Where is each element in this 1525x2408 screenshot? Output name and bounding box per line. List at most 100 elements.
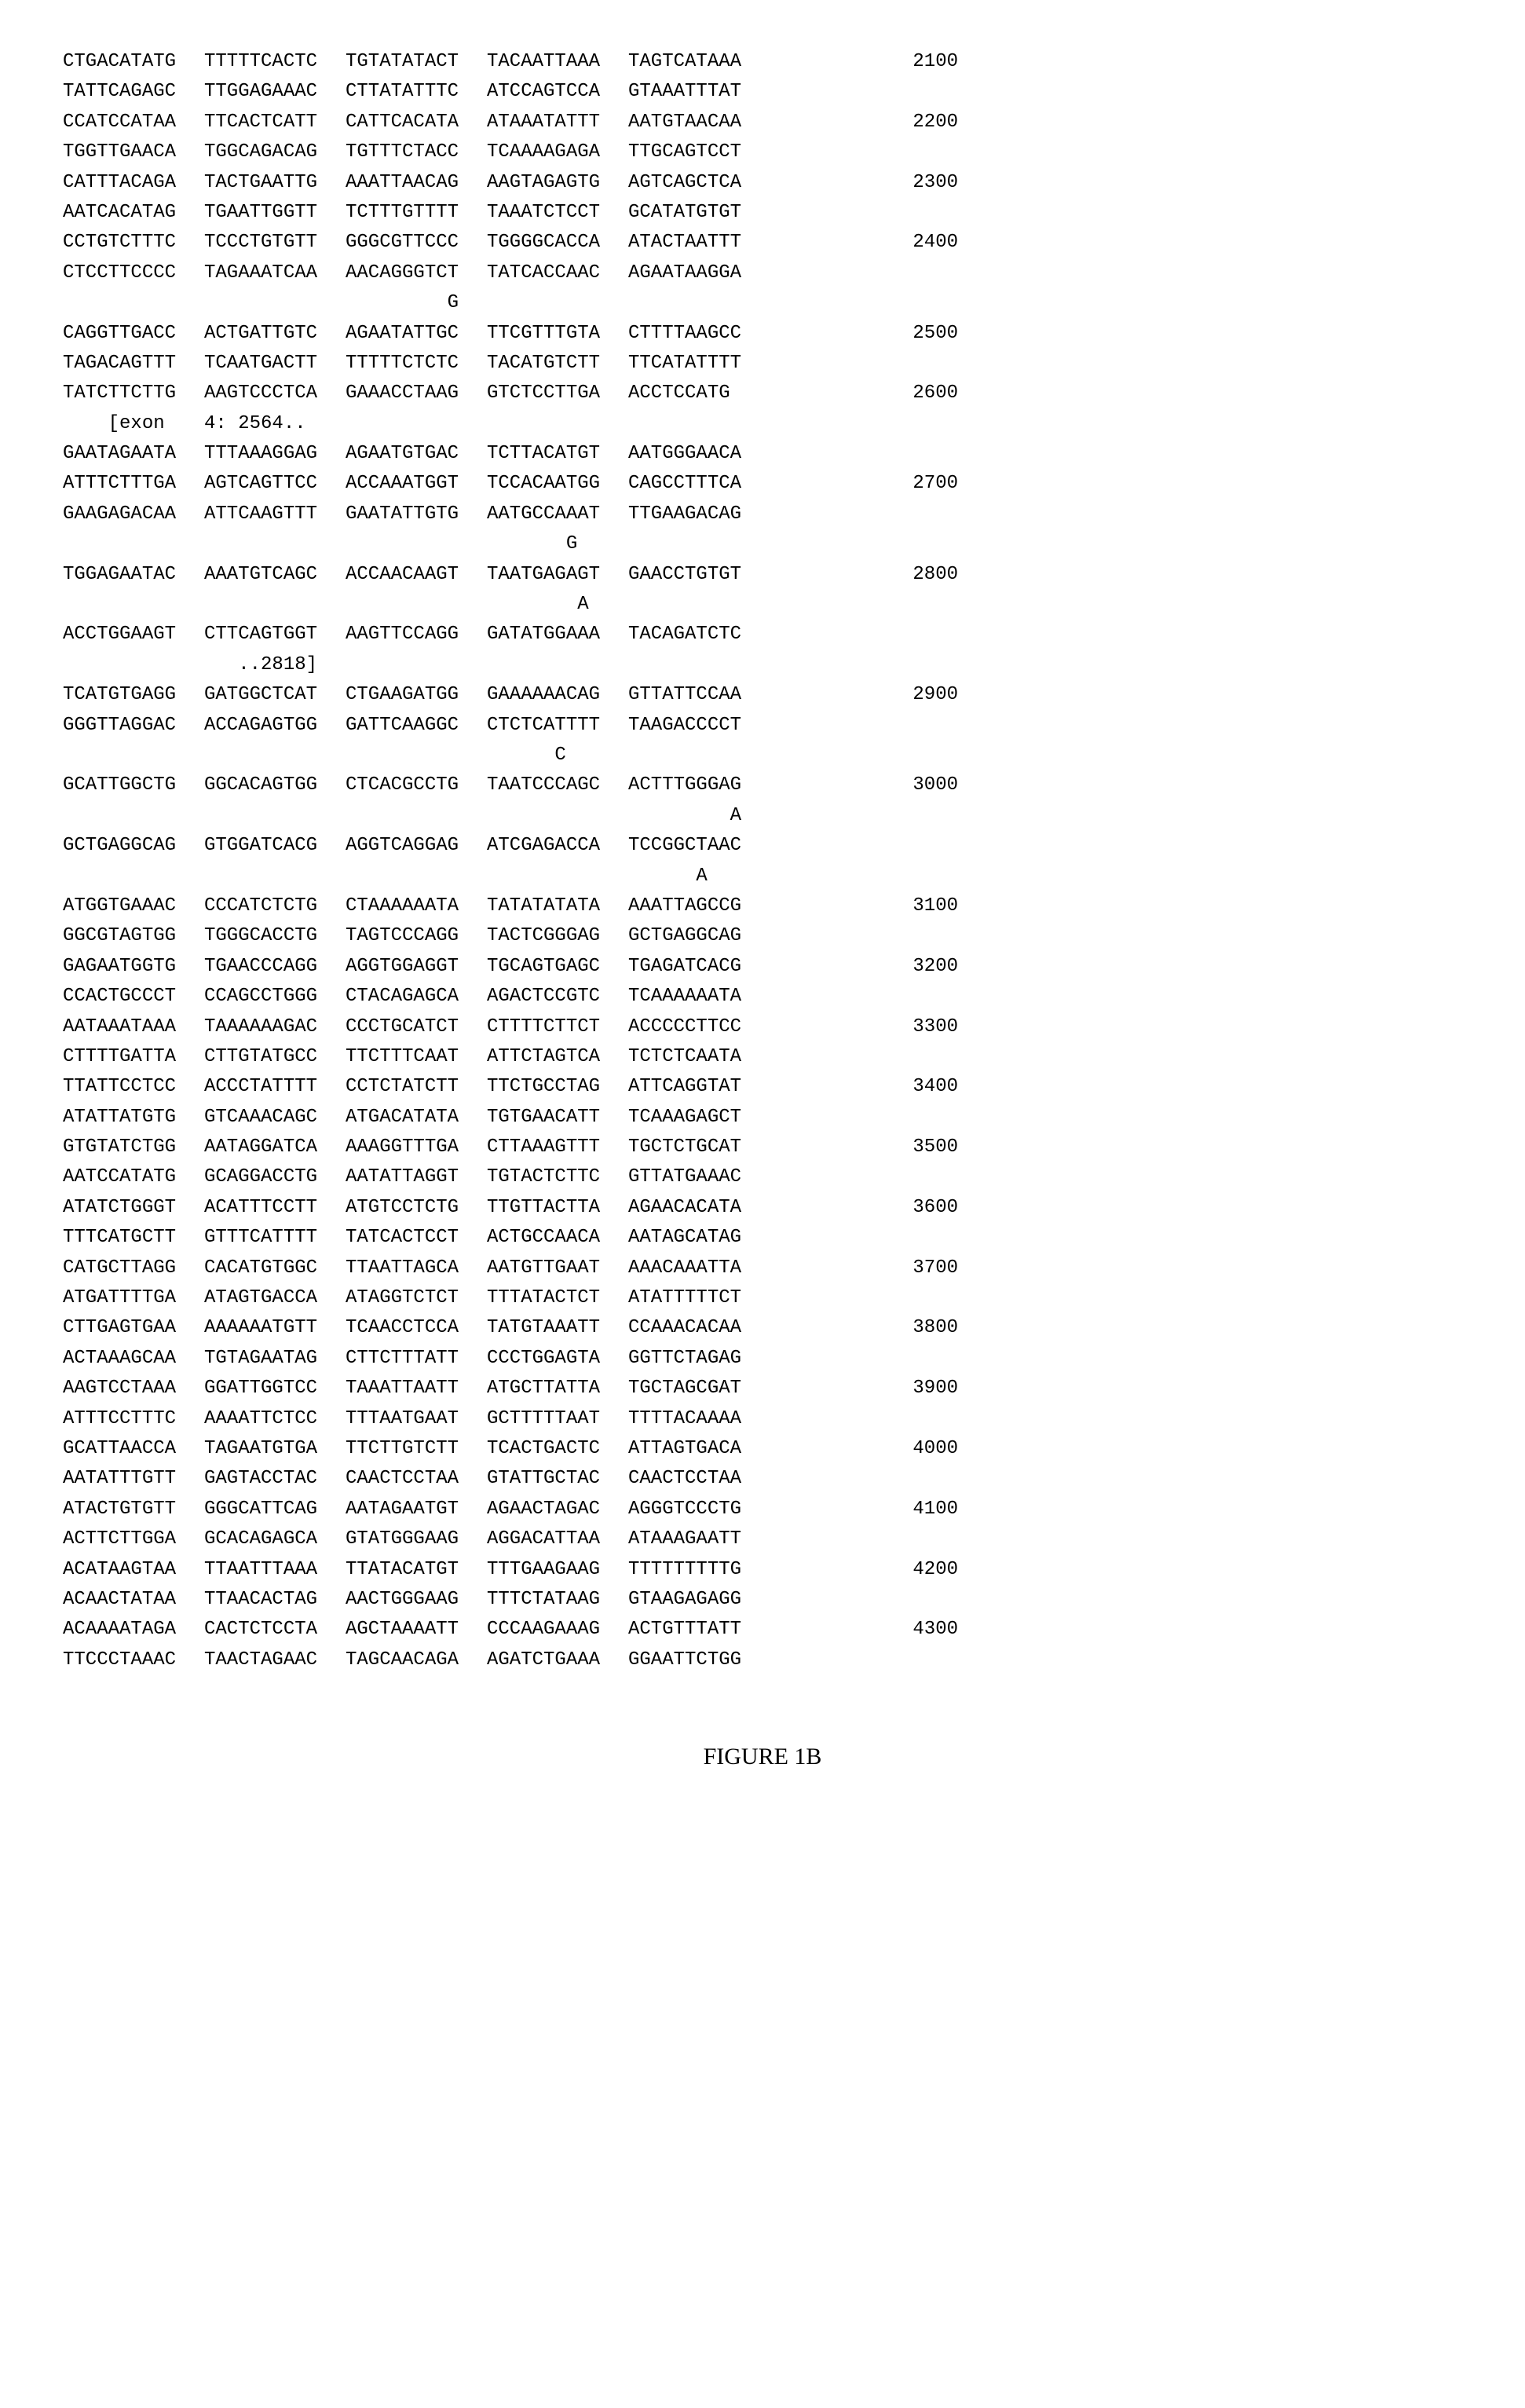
sequence-row: GGCGTAGTGGTGGGCACCTGTAGTCCCAGGTACTCGGGAG…: [63, 921, 1462, 951]
sequence-block: GCATTGGCTG: [63, 770, 204, 800]
sequence-block: AGGTCAGGAG: [346, 831, 487, 861]
sequence-row: GAGAATGGTGTGAACCCAGGAGGTGGAGGTTGCAGTGAGC…: [63, 952, 1462, 982]
sequence-block: TGGCAGACAG: [204, 137, 346, 167]
sequence-block: TACTCGGGAG: [487, 921, 628, 951]
sequence-block: TAGTCCCAGG: [346, 921, 487, 951]
sequence-block: AAATTAACAG: [346, 168, 487, 198]
sequence-block: ATACTGTGTT: [63, 1495, 204, 1524]
sequence-block: ACATTTCCTT: [204, 1193, 346, 1223]
sequence-block: GAACCTGTGT: [628, 560, 770, 590]
sequence-block: TTTTTCTCTC: [346, 349, 487, 379]
sequence-block: TATCACCAAC: [487, 258, 628, 288]
position-number: 2500: [770, 319, 958, 349]
sequence-block: TTTCTATAAG: [487, 1585, 628, 1615]
sequence-block: ACATAAGTAA: [63, 1555, 204, 1585]
sequence-block: TTGTTACTTA: [487, 1193, 628, 1223]
annotation-row: A: [63, 862, 1462, 891]
sequence-block: AAACAAATTA: [628, 1253, 770, 1283]
sequence-block: TTCATATTTT: [628, 349, 770, 379]
sequence-block: GAAACCTAAG: [346, 379, 487, 408]
sequence-block: GGGCATTCAG: [204, 1495, 346, 1524]
sequence-row: GGGTTAGGACACCAGAGTGGGATTCAAGGCCTCTCATTTT…: [63, 711, 1462, 741]
position-number: 2800: [770, 560, 958, 590]
sequence-block: ATTAGTGACA: [628, 1434, 770, 1464]
sequence-block: TATCTTCTTG: [63, 379, 204, 408]
sequence-block: CTTCTTTATT: [346, 1344, 487, 1374]
sequence-block: GCTTTTTAAT: [487, 1404, 628, 1434]
sequence-block: ACTGCCAACA: [487, 1223, 628, 1253]
sequence-block: TCTTTGTTTT: [346, 198, 487, 228]
sequence-block: CTAAAAAATA: [346, 891, 487, 921]
sequence-block: GCTGAGGCAG: [628, 921, 770, 951]
sequence-block: AGGACATTAA: [487, 1524, 628, 1554]
sequence-block: ATAGTGACCA: [204, 1283, 346, 1313]
sequence-row: ATGGTGAAACCCCATCTCTGCTAAAAAATATATATATATA…: [63, 891, 1462, 921]
annotation-block: G: [346, 288, 487, 318]
sequence-block: TGTGAACATT: [487, 1103, 628, 1133]
position-number: 3000: [770, 770, 958, 800]
annotation-block: A: [628, 862, 770, 891]
sequence-block: ATTCAGGTAT: [628, 1072, 770, 1102]
sequence-block: AGACTCCGTC: [487, 982, 628, 1012]
sequence-block: TAGAAATCAA: [204, 258, 346, 288]
sequence-block: GGATTGGTCC: [204, 1374, 346, 1403]
sequence-block: TTGGAGAAAC: [204, 77, 346, 107]
sequence-block: AAATGTCAGC: [204, 560, 346, 590]
sequence-row: CTGACATATGTTTTTCACTCTGTATATACTTACAATTAAA…: [63, 47, 1462, 77]
sequence-row: TTCCCTAAACTAACTAGAACTAGCAACAGAAGATCTGAAA…: [63, 1645, 1462, 1675]
sequence-row: ATACTGTGTTGGGCATTCAGAATAGAATGTAGAACTAGAC…: [63, 1495, 1462, 1524]
sequence-block: CCTGTCTTTC: [63, 228, 204, 258]
sequence-block: TCAAAAGAGA: [487, 137, 628, 167]
sequence-block: ATAAAGAATT: [628, 1524, 770, 1554]
sequence-block: TACAATTAAA: [487, 47, 628, 77]
position-number: 3300: [770, 1012, 958, 1042]
sequence-row: ACTTCTTGGAGCACAGAGCAGTATGGGAAGAGGACATTAA…: [63, 1524, 1462, 1554]
sequence-block: AGAATGTGAC: [346, 439, 487, 469]
sequence-block: TGGTTGAACA: [63, 137, 204, 167]
sequence-row: TATCTTCTTGAAGTCCCTCAGAAACCTAAGGTCTCCTTGA…: [63, 379, 1462, 408]
sequence-block: TAAAAAAGAC: [204, 1012, 346, 1042]
sequence-row: GCATTAACCATAGAATGTGATTCTTGTCTTTCACTGACTC…: [63, 1434, 1462, 1464]
sequence-row: AATAAATAAATAAAAAAGACCCCTGCATCTCTTTTCTTCT…: [63, 1012, 1462, 1042]
sequence-block: GATATGGAAA: [487, 620, 628, 650]
sequence-block: GATTCAAGGC: [346, 711, 487, 741]
sequence-block: AGTCAGCTCA: [628, 168, 770, 198]
annotation-block: A: [487, 590, 628, 620]
sequence-block: ATGGTGAAAC: [63, 891, 204, 921]
sequence-row: ATTTCCTTTCAAAATTCTCCTTTAATGAATGCTTTTTAAT…: [63, 1404, 1462, 1434]
sequence-block: TCACTGACTC: [487, 1434, 628, 1464]
annotation-block: C: [487, 741, 628, 770]
sequence-block: GAATAGAATA: [63, 439, 204, 469]
sequence-block: GGTTCTAGAG: [628, 1344, 770, 1374]
sequence-block: TGAATTGGTT: [204, 198, 346, 228]
sequence-block: CTTCAGTGGT: [204, 620, 346, 650]
sequence-block: GGGTTAGGAC: [63, 711, 204, 741]
sequence-row: ACAACTATAATTAACACTAGAACTGGGAAGTTTCTATAAG…: [63, 1585, 1462, 1615]
sequence-block: CTCTCATTTT: [487, 711, 628, 741]
sequence-block: TGTATATACT: [346, 47, 487, 77]
sequence-block: TTTAAAGGAG: [204, 439, 346, 469]
sequence-block: CTGACATATG: [63, 47, 204, 77]
sequence-block: TTCCCTAAAC: [63, 1645, 204, 1675]
sequence-block: ATAGGTCTCT: [346, 1283, 487, 1313]
sequence-block: ACAAAATAGA: [63, 1615, 204, 1645]
sequence-row: GTGTATCTGGAATAGGATCAAAAGGTTTGACTTAAAGTTT…: [63, 1133, 1462, 1162]
sequence-block: TCCCTGTGTT: [204, 228, 346, 258]
sequence-block: ACTTTGGGAG: [628, 770, 770, 800]
sequence-block: CATTTACAGA: [63, 168, 204, 198]
position-number: 3600: [770, 1193, 958, 1223]
sequence-block: ATCGAGACCA: [487, 831, 628, 861]
annotation-row: C: [63, 741, 1462, 770]
sequence-block: GTGTATCTGG: [63, 1133, 204, 1162]
sequence-row: ACTAAAGCAATGTAGAATAGCTTCTTTATTCCCTGGAGTA…: [63, 1344, 1462, 1374]
sequence-block: TGTACTCTTC: [487, 1162, 628, 1192]
sequence-block: TTTAATGAAT: [346, 1404, 487, 1434]
sequence-block: TTTTTTTTTG: [628, 1555, 770, 1585]
sequence-block: TAAATCTCCT: [487, 198, 628, 228]
sequence-block: ATGTCCTCTG: [346, 1193, 487, 1223]
sequence-block: TTGAAGACAG: [628, 500, 770, 529]
position-number: 2300: [770, 168, 958, 198]
position-number: 3900: [770, 1374, 958, 1403]
figure-label: FIGURE 1B: [63, 1738, 1462, 1776]
sequence-block: CTGAAGATGG: [346, 680, 487, 710]
